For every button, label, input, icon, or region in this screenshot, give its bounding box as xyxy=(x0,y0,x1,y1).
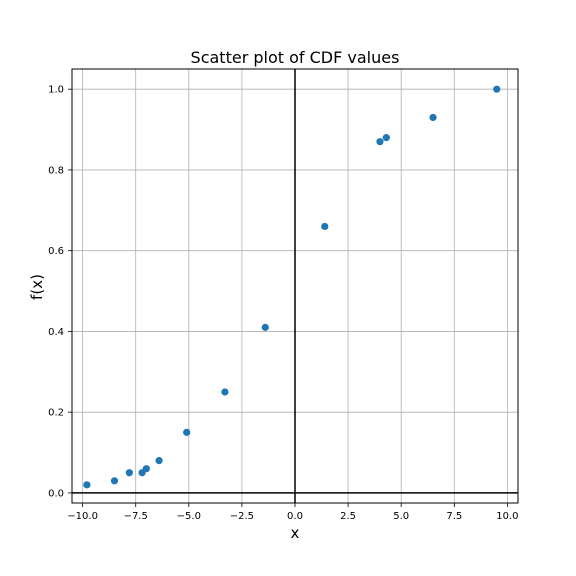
data-point xyxy=(142,465,150,473)
y-tick-label: 0.2 xyxy=(48,408,64,419)
x-tick-label: 7.5 xyxy=(446,511,462,522)
data-point xyxy=(221,388,229,396)
data-point xyxy=(83,481,91,489)
x-tick-label: −10.0 xyxy=(67,511,98,522)
data-point xyxy=(110,477,119,485)
data-point xyxy=(382,134,390,142)
data-point xyxy=(155,457,163,465)
data-point xyxy=(261,323,269,331)
data-point xyxy=(183,428,191,436)
x-tick-label: 0.0 xyxy=(287,511,303,522)
data-point xyxy=(376,138,384,146)
y-tick-label: 0.4 xyxy=(48,327,64,338)
y-axis-label: f(x) xyxy=(28,274,46,300)
x-tick-label: 10.0 xyxy=(496,511,518,522)
x-tick-label: 5.0 xyxy=(393,511,409,522)
zero-lines xyxy=(72,69,518,503)
x-tick-label: −5.0 xyxy=(177,511,201,522)
x-tick-label: 2.5 xyxy=(340,511,356,522)
y-tick-label: 0.0 xyxy=(48,488,64,499)
data-point xyxy=(125,469,133,477)
data-point xyxy=(429,113,437,122)
y-tick-label: 0.6 xyxy=(48,246,64,257)
x-tick-label: −2.5 xyxy=(230,511,254,522)
x-ticks: −10.0 −7.5 −5.0 −2.5 0.0 2.5 5.0 7.5 10.0 xyxy=(67,503,519,522)
data-point xyxy=(321,222,329,231)
y-tick-label: 1.0 xyxy=(48,85,64,96)
x-axis-label: x xyxy=(291,524,300,542)
y-ticks: 0.0 0.2 0.4 0.6 0.8 1.0 xyxy=(48,85,72,499)
chart-title: Scatter plot of CDF values xyxy=(191,48,400,67)
y-tick-label: 0.8 xyxy=(48,165,64,176)
data-point xyxy=(493,85,501,93)
data-points xyxy=(83,85,501,489)
x-tick-label: −7.5 xyxy=(124,511,148,522)
